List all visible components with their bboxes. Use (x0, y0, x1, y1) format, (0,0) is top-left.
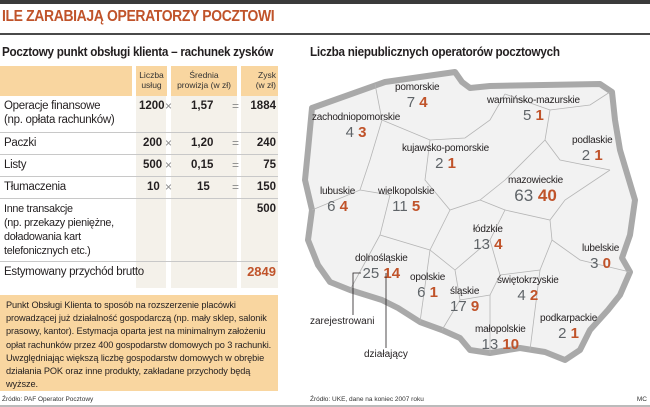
region-mazowieckie: mazowieckie 63 40 (508, 175, 564, 205)
row-label: Paczki (4, 137, 37, 149)
row-fee: 1,57 (191, 100, 214, 112)
table-row: Tłumaczenia 10 × 15 = 150 (0, 177, 278, 199)
credit: MC (636, 396, 647, 403)
column-stripe (136, 66, 166, 288)
bottom-rule (0, 405, 650, 407)
profit-table: Liczba usług Średnia prowizja (w zł) Zys… (0, 66, 278, 288)
row-label: Inne transakcje (np. przekazy pieniężne,… (4, 203, 114, 257)
row-fee: 15 (197, 181, 210, 193)
top-rule (0, 0, 650, 4)
header-fee-line2: prowizja (w zł) (177, 80, 231, 90)
region-slaskie: śląskie 17 9 (450, 286, 480, 315)
region-malopolskie: małopolskie 13 10 (475, 324, 526, 353)
region-podkarpackie: podkarpackie 2 1 (540, 313, 598, 342)
explanatory-note: Punkt Obsługi Klienta to sposób na rozsz… (0, 295, 278, 391)
row-profit: 150 (256, 181, 276, 193)
row-count: 1200 (139, 100, 165, 112)
header-count-line2: usług (141, 80, 162, 90)
equals-sign: = (232, 99, 240, 113)
row-profit: 240 (256, 137, 276, 149)
header-profit-line2: (w zł) (255, 80, 276, 90)
region-zachodniopomorskie: zachodniopomorskie 4 3 (312, 112, 401, 141)
equals-sign: = (232, 136, 240, 150)
source-left: Źródło: PAF Operator Pocztowy (2, 396, 94, 403)
header-label-cell (0, 66, 132, 96)
equals-sign: = (232, 180, 240, 194)
times-sign: × (165, 158, 173, 172)
header-fee: Średnia prowizja (w zł) (171, 66, 237, 96)
column-stripe (241, 66, 278, 288)
header-fee-line1: Średnia (189, 70, 219, 80)
region-opolskie: opolskie 6 1 (410, 272, 446, 301)
total-label: Estymowany przychód brutto (4, 266, 144, 278)
row-profit: 500 (256, 203, 276, 215)
table-heading: Pocztowy punkt obsługi klienta – rachune… (2, 44, 274, 59)
row-label: Operacje finansowe (np. opłata rachunków) (4, 100, 115, 126)
source-right: Źródło: UKE, dane na koniec 2007 roku (310, 396, 424, 403)
header-profit: Zysk (w zł) (241, 66, 278, 96)
table-row: Listy 500 × 0,15 = 75 (0, 155, 278, 177)
region-lubuskie: lubuskie 6 4 (320, 186, 356, 215)
header-profit-line1: Zysk (258, 70, 276, 80)
row-label: Tłumaczenia (4, 181, 66, 193)
row-count: 10 (147, 181, 160, 193)
region-dolnoslaskie: dolnośląskie 25 14 (355, 253, 408, 282)
region-wielkopolskie: wielkopolskie 11 5 (378, 186, 435, 215)
times-sign: × (165, 180, 173, 194)
poland-map: pomorskie 7 4 warmińsko-mazurskie 5 1 za… (290, 60, 650, 380)
row-fee: 0,15 (191, 159, 214, 171)
region-lubelskie: lubelskie 3 0 (582, 243, 620, 272)
map-heading: Liczba niepublicznych operatorów pocztow… (310, 44, 560, 59)
region-pomorskie: pomorskie 7 4 (395, 82, 440, 111)
header-count: Liczba usług (136, 66, 167, 96)
legend-registered: zarejestrowani (310, 316, 375, 327)
region-podlaskie: podlaskie 2 1 (572, 135, 613, 164)
title-rule (0, 33, 650, 35)
region-kujawsko-pomorskie: kujawsko-pomorskie 2 1 (402, 143, 489, 172)
region-swietokrzyskie: świętokrzyskie 4 2 (497, 275, 559, 304)
row-count: 200 (143, 137, 163, 149)
total-row: Estymowany przychód brutto 2849 (0, 262, 278, 284)
total-profit: 2849 (247, 264, 276, 279)
legend-active: działający (364, 349, 408, 360)
table-row: Paczki 200 × 1,20 = 240 (0, 133, 278, 155)
row-label: Listy (4, 159, 27, 171)
table-row: Operacje finansowe (np. opłata rachunków)… (0, 96, 278, 133)
poland-outline-icon (302, 69, 638, 363)
region-lodzkie: łódzkie 13 4 (473, 224, 503, 253)
region-warminsko-mazurskie: warmińsko-mazurskie 5 1 (487, 95, 580, 124)
page-title: ILE ZARABIAJĄ OPERATORZY POCZTOWI (2, 8, 275, 25)
row-profit: 75 (263, 159, 276, 171)
row-count: 500 (143, 159, 163, 171)
row-fee: 1,20 (191, 137, 214, 149)
table-row: Inne transakcje (np. przekazy pieniężne,… (0, 199, 278, 262)
row-profit: 1884 (250, 100, 276, 112)
column-stripe (171, 66, 237, 288)
header-count-line1: Liczba (139, 70, 164, 80)
equals-sign: = (232, 158, 240, 172)
times-sign: × (165, 99, 173, 113)
times-sign: × (165, 136, 173, 150)
